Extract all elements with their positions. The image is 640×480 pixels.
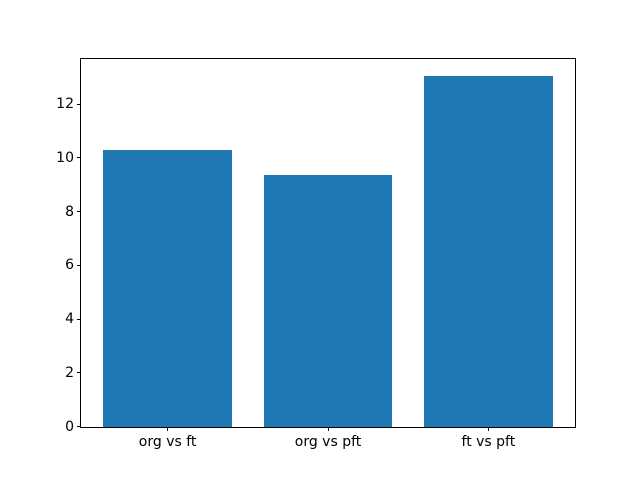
y-tick-mark [77, 264, 81, 266]
y-tick-label: 0 [65, 418, 74, 435]
y-tick-mark [77, 103, 81, 105]
y-tick-mark [77, 211, 81, 213]
y-tick-label: 2 [65, 364, 74, 381]
y-tick-mark [77, 157, 81, 159]
bar [263, 175, 393, 427]
y-tick-mark [77, 372, 81, 374]
plot-area: 0 2 4 6 8 10 12 org vs ft org vs pft ft vs pft [56, 57, 576, 450]
y-tick-label: 4 [65, 311, 74, 328]
y-tick-label: 8 [65, 203, 74, 220]
x-tick-label: org vs pft [294, 433, 362, 450]
y-tick-label: 6 [65, 257, 74, 274]
x-tick-label: org vs ft [138, 433, 197, 450]
y-tick-mark [77, 318, 81, 320]
y-tick-label: 12 [56, 96, 74, 113]
bar [103, 149, 232, 427]
y-tick-label: 10 [56, 149, 74, 166]
x-tick-mark [487, 426, 489, 431]
y-tick-mark [77, 426, 81, 428]
x-tick-mark [167, 426, 169, 431]
bar [424, 76, 553, 427]
x-tick-label: ft vs pft [461, 433, 516, 450]
x-tick-mark [327, 426, 329, 431]
